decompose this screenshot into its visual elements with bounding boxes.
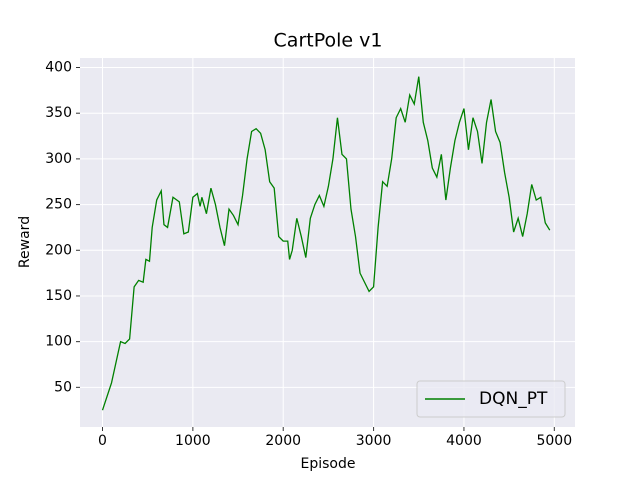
y-tick-label: 300 [45,151,72,167]
y-tick-label: 350 [45,105,72,121]
data-line [101,76,551,411]
y-tick-label: 200 [45,242,72,258]
legend-box [416,380,566,418]
x-tick-label: 5000 [536,433,572,449]
y-tick-label: 400 [45,60,72,76]
x-tick-label: 3000 [356,433,392,449]
x-tick-label: 1000 [175,433,211,449]
x-tick-label: 4000 [446,433,482,449]
x-axis-label: Episode [301,456,356,472]
y-tick-label: 50 [54,379,72,395]
y-tick-label: 100 [45,334,72,350]
legend-label: DQN_PT [479,389,548,409]
chart-title: CartPole v1 [274,30,383,52]
y-tick-label: 250 [45,197,72,213]
x-tick-label: 2000 [265,433,301,449]
plot-area [80,58,575,427]
y-tick-label: 150 [45,288,72,304]
x-tick-label: 0 [98,433,107,449]
y-axis-label: Reward [17,216,33,268]
